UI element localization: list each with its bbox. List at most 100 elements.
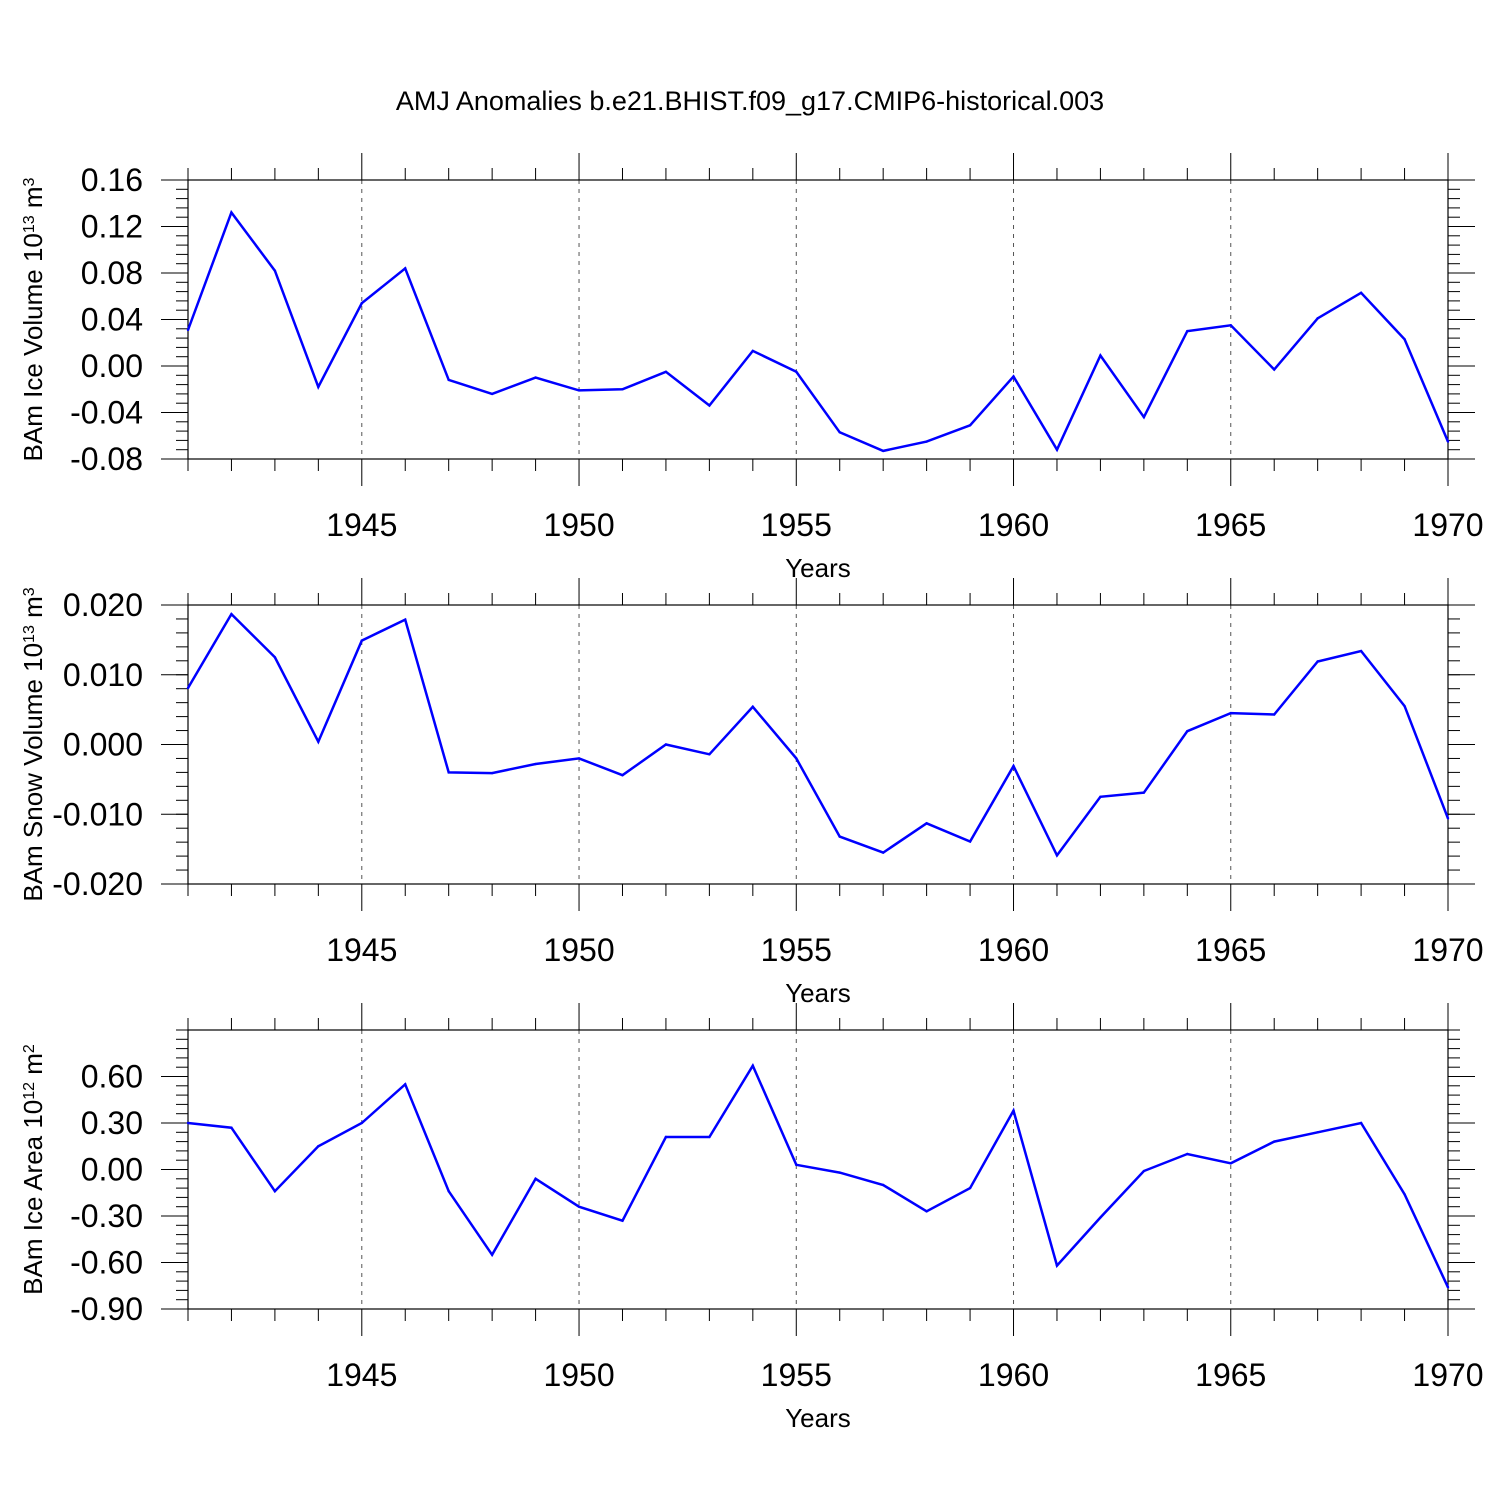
data-point — [838, 835, 841, 838]
y-tick-label: -0.60 — [70, 1245, 143, 1281]
data-point — [230, 211, 233, 214]
data-point — [1359, 649, 1363, 653]
x-tick-label: 1955 — [761, 1357, 832, 1393]
data-point — [273, 269, 277, 272]
data-point — [447, 771, 450, 774]
data-point — [925, 440, 928, 443]
ice-volume-panel: 0.16 0.12 0.08 0.04 0.00 -0.04 -0.08 1945 1950 19… — [18, 153, 1484, 583]
data-point — [968, 840, 972, 843]
data-point — [881, 851, 885, 854]
data-point — [1359, 1121, 1363, 1125]
data-point — [1012, 1109, 1015, 1112]
data-point — [795, 1163, 798, 1167]
data-point — [534, 762, 537, 766]
data-point — [1446, 1286, 1450, 1289]
data-point — [447, 378, 450, 382]
x-axis-label: Years — [785, 978, 851, 1008]
x-axis-label: Years — [785, 553, 851, 583]
data-point — [1055, 448, 1059, 451]
y-axis-label: BAm Snow Volume 1013 m3 — [18, 587, 48, 901]
data-point — [795, 370, 798, 374]
data-point — [664, 743, 668, 746]
data-point — [490, 771, 494, 775]
x-tick-label: 1965 — [1195, 507, 1266, 543]
data-point — [1099, 354, 1102, 357]
x-tick-label: 1960 — [978, 932, 1049, 968]
y-tick-label: 0.60 — [81, 1059, 143, 1095]
plot-frame — [187, 179, 1449, 460]
data-point — [795, 757, 798, 760]
data-point — [881, 449, 885, 453]
data-point — [968, 1186, 972, 1190]
data-point — [1099, 795, 1102, 799]
data-point — [1403, 338, 1406, 341]
data-point — [534, 376, 537, 379]
y-axis-label: BAm Ice Volume 1013 m3 — [18, 177, 48, 461]
series-line — [186, 209, 1450, 453]
y-tick-label: -0.30 — [70, 1198, 143, 1234]
x-tick-label: 1960 — [978, 1357, 1049, 1393]
data-point — [838, 431, 841, 434]
data-point — [534, 1177, 537, 1181]
data-point — [751, 705, 755, 709]
data-point — [1403, 704, 1406, 708]
y-tick-label: 0.010 — [63, 657, 143, 693]
data-point — [1012, 764, 1015, 768]
snow-volume-panel: 0.020 0.010 0.000 -0.010 -0.020 1945 1950 1955 1… — [18, 578, 1484, 1008]
y-tick-label: -0.04 — [70, 395, 143, 431]
data-point — [404, 1083, 407, 1086]
x-tick-label: 1955 — [761, 932, 832, 968]
x-axis-label: Years — [785, 1403, 851, 1433]
data-point — [968, 424, 972, 427]
data-point — [925, 822, 928, 825]
data-point — [447, 1190, 450, 1193]
y-tick-label: 0.08 — [81, 255, 143, 291]
data-point — [751, 349, 755, 353]
y-tick-label: 0.16 — [81, 162, 143, 198]
x-tick-label: 1960 — [978, 507, 1049, 543]
data-point — [1186, 1152, 1189, 1156]
data-point — [186, 1121, 190, 1125]
data-point — [664, 370, 668, 374]
data-point — [838, 1171, 841, 1174]
data-point — [1186, 730, 1189, 733]
y-tick-label: 0.020 — [63, 587, 143, 623]
data-point — [1403, 1193, 1406, 1196]
x-tick-label: 1970 — [1412, 932, 1483, 968]
data-point — [1273, 713, 1276, 716]
data-point — [1229, 711, 1232, 715]
data-point — [1142, 791, 1146, 794]
series-line — [187, 1063, 1450, 1288]
data-point — [317, 740, 320, 743]
data-point — [1055, 854, 1059, 857]
data-point — [230, 1126, 233, 1129]
data-point — [621, 773, 624, 777]
data-point — [360, 639, 363, 642]
data-point — [490, 392, 494, 396]
y-tick-label: 0.000 — [63, 727, 143, 763]
series-line — [186, 612, 1450, 858]
data-point — [881, 1183, 885, 1187]
data-point — [1186, 329, 1189, 333]
data-point — [230, 612, 233, 616]
y-tick-label: -0.020 — [52, 866, 143, 902]
data-point — [1273, 1140, 1276, 1143]
data-point — [1055, 1264, 1059, 1267]
data-point — [621, 1219, 624, 1222]
x-tick-label: 1970 — [1412, 1357, 1483, 1393]
x-tick-label: 1950 — [543, 932, 614, 968]
data-point — [577, 1205, 581, 1208]
y-tick-label: -0.010 — [52, 796, 143, 832]
data-point — [708, 753, 711, 756]
x-tick-label: 1970 — [1412, 507, 1483, 543]
data-point — [1099, 1216, 1102, 1219]
data-point — [404, 267, 407, 270]
data-point — [1142, 1169, 1146, 1173]
data-point — [317, 1145, 320, 1148]
x-tick-label: 1950 — [543, 507, 614, 543]
data-point — [1316, 1131, 1319, 1134]
data-point — [751, 1064, 755, 1067]
data-point — [621, 388, 624, 391]
data-point — [1012, 375, 1015, 378]
